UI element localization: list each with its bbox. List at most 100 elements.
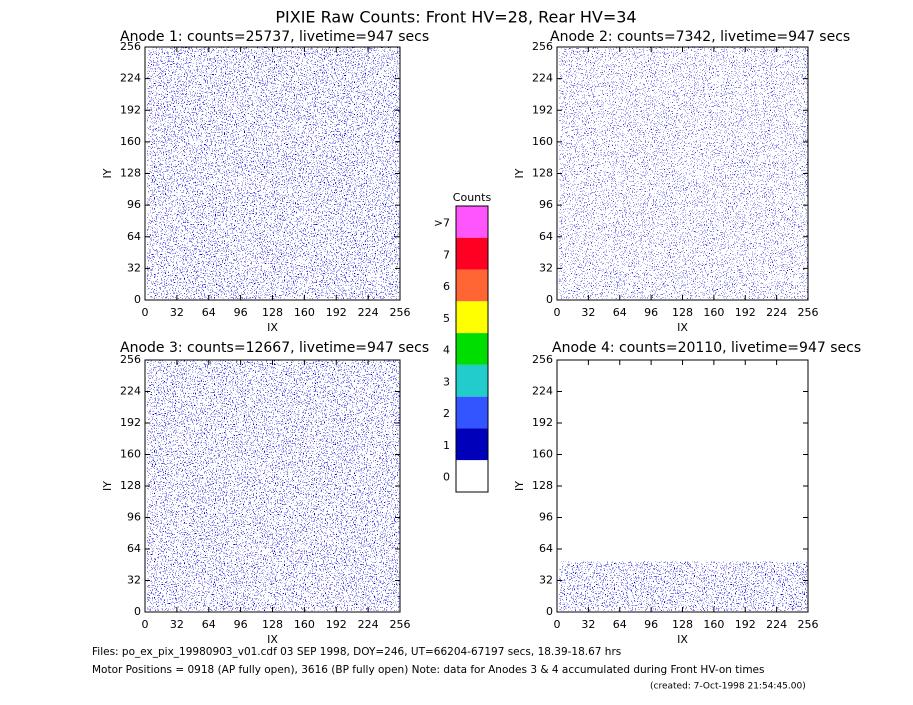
x-tick-label: 96 [234,306,248,319]
panel-title: Anode 2: counts=7342, livetime=947 secs [550,29,850,45]
colorbar-label: 6 [443,280,450,293]
x-tick-label: 192 [326,306,347,319]
colorbar-label: 2 [443,407,450,420]
y-tick-label: 128 [532,479,553,492]
x-tick-label: 32 [581,618,595,631]
y-tick-label: 192 [532,416,553,429]
y-tick-label: 192 [120,416,141,429]
panel-title: Anode 1: counts=25737, livetime=947 secs [120,29,429,45]
y-tick-label: 224 [532,385,553,398]
y-tick-label: 224 [120,72,141,85]
y-tick-label: 0 [134,605,141,618]
footer-line: Motor Positions = 0918 (AP fully open), … [92,664,765,676]
colorbar-label: 3 [443,375,450,388]
y-tick-label: 256 [120,353,141,366]
x-tick-label: 160 [294,306,315,319]
speckle-texture [147,47,400,299]
speckle-texture [147,360,400,611]
y-tick-label: 64 [539,230,553,243]
x-tick-label: 32 [170,618,184,631]
x-tick-label: 96 [234,618,248,631]
colorbar-label: >7 [434,216,450,229]
y-tick-label: 128 [120,479,141,492]
x-tick-label: 256 [798,306,819,319]
y-tick-label: 192 [532,103,553,116]
x-tick-label: 128 [262,618,283,631]
y-tick-label: 32 [539,574,553,587]
panel-title: Anode 3: counts=12667, livetime=947 secs [120,340,429,356]
y-axis-label: IY [101,481,114,491]
x-tick-label: 128 [262,306,283,319]
x-tick-label: 192 [735,618,756,631]
y-tick-label: 32 [127,261,141,274]
colorbar-label: 0 [443,471,450,484]
colorbar-label: 1 [443,439,450,452]
y-tick-label: 0 [134,293,141,306]
x-tick-label: 0 [554,618,561,631]
colorbar-swatch [456,396,488,429]
y-tick-label: 96 [127,511,141,524]
x-axis-label: IX [677,321,688,334]
colorbar-label: 5 [443,312,450,325]
x-tick-label: 256 [390,618,411,631]
footer-line: (created: 7-Oct-1998 21:54:45.00) [650,682,806,692]
colorbar-swatch [456,333,488,365]
x-tick-label: 256 [390,306,411,319]
x-tick-label: 256 [798,618,819,631]
speckle-texture [559,561,808,611]
figure-title: PIXIE Raw Counts: Front HV=28, Rear HV=3… [275,8,636,27]
x-tick-label: 64 [613,306,627,319]
colorbar-swatch [456,206,488,238]
y-tick-label: 128 [532,167,553,180]
y-tick-label: 96 [539,198,553,211]
y-tick-label: 32 [539,261,553,274]
colorbar-label: 4 [443,344,450,357]
x-tick-label: 192 [326,618,347,631]
x-tick-label: 0 [142,618,149,631]
y-tick-label: 64 [127,542,141,555]
x-tick-label: 96 [644,618,658,631]
x-tick-label: 224 [766,618,787,631]
y-tick-label: 0 [546,293,553,306]
x-tick-label: 192 [735,306,756,319]
x-axis-label: IX [677,633,688,646]
y-tick-label: 160 [532,448,553,461]
y-tick-label: 256 [532,353,553,366]
panel-title: Anode 4: counts=20110, livetime=947 secs [552,340,861,356]
y-tick-label: 224 [120,385,141,398]
x-tick-label: 160 [703,618,724,631]
x-tick-label: 64 [613,618,627,631]
y-tick-label: 224 [532,72,553,85]
y-tick-label: 128 [120,167,141,180]
y-tick-label: 256 [120,40,141,53]
y-tick-label: 32 [127,574,141,587]
y-tick-label: 96 [127,198,141,211]
y-tick-label: 256 [532,40,553,53]
x-tick-label: 64 [202,618,216,631]
y-tick-label: 160 [120,135,141,148]
y-tick-label: 192 [120,103,141,116]
colorbar-swatch [456,460,488,492]
speckle-texture [559,47,808,299]
x-tick-label: 224 [766,306,787,319]
footer-line: Files: po_ex_pix_19980903_v01.cdf 03 SEP… [92,646,621,658]
colorbar-swatch [456,237,488,270]
colorbar-swatch [456,364,488,397]
x-tick-label: 32 [170,306,184,319]
x-tick-label: 0 [554,306,561,319]
y-tick-label: 96 [539,511,553,524]
x-tick-label: 224 [358,618,379,631]
x-tick-label: 128 [672,306,693,319]
x-tick-label: 0 [142,306,149,319]
x-tick-label: 64 [202,306,216,319]
x-tick-label: 160 [294,618,315,631]
x-tick-label: 224 [358,306,379,319]
y-tick-label: 0 [546,605,553,618]
y-axis-label: IY [513,168,526,178]
x-tick-label: 96 [644,306,658,319]
colorbar-label: 7 [443,248,450,261]
x-axis-label: IX [267,633,278,646]
x-axis-label: IX [267,321,278,334]
colorbar-frame [455,205,489,493]
